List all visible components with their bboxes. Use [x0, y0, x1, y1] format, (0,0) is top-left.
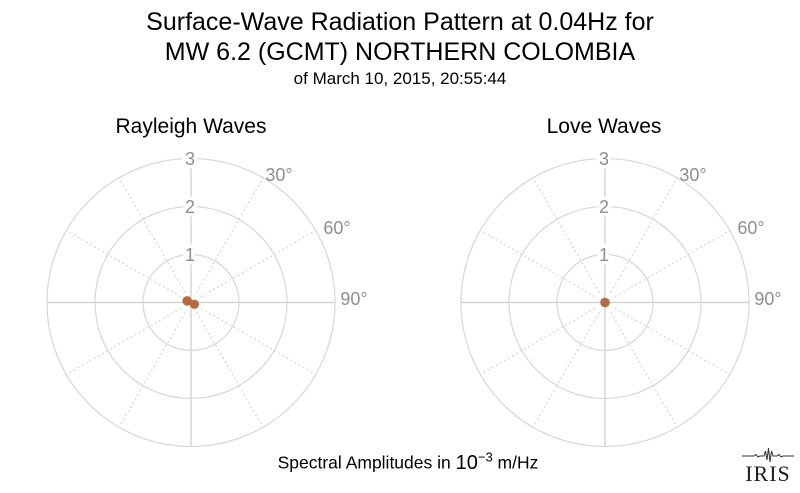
figure-header: Surface-Wave Radiation Pattern at 0.04Hz…	[0, 7, 800, 91]
love-polar-plot: 1 2 3 30° 60° 90°	[459, 145, 781, 448]
svg-text:90°: 90°	[754, 289, 781, 309]
iris-logo: IRIS	[739, 448, 797, 488]
svg-text:1: 1	[185, 245, 195, 265]
svg-text:3: 3	[185, 149, 195, 169]
figure-title-line2: MW 6.2 (GCMT) NORTHERN COLOMBIA	[164, 38, 636, 66]
plot-title-rayleigh: Rayleigh Waves	[115, 115, 267, 138]
svg-text:60°: 60°	[737, 218, 764, 238]
amplitude-caption: Spectral Amplitudes in 10−3 m/Hz	[8, 449, 800, 475]
rayleigh-polar-plot: 1 2 3 30° 60° 90°	[46, 145, 368, 448]
figure-subtitle: of March 10, 2015, 20:55:44	[293, 69, 507, 88]
svg-text:30°: 30°	[679, 165, 706, 185]
svg-text:1: 1	[598, 245, 608, 265]
svg-text:3: 3	[598, 149, 608, 169]
iris-logo-text: IRIS	[745, 462, 791, 486]
svg-text:2: 2	[185, 197, 195, 217]
svg-text:IRIS: IRIS	[745, 462, 791, 486]
caption-suffix: m/Hz	[492, 452, 539, 473]
seismogram-icon	[742, 448, 794, 462]
svg-text:90°: 90°	[340, 289, 367, 309]
figure-title-line1: Surface-Wave Radiation Pattern at 0.04Hz…	[146, 8, 654, 36]
svg-text:30°: 30°	[265, 165, 292, 185]
plot-title-love: Love Waves	[546, 115, 662, 138]
caption-power-of-ten: 10−3	[455, 449, 493, 474]
svg-text:60°: 60°	[323, 218, 350, 238]
svg-text:2: 2	[598, 197, 608, 217]
caption-prefix: Spectral Amplitudes in	[277, 452, 456, 473]
